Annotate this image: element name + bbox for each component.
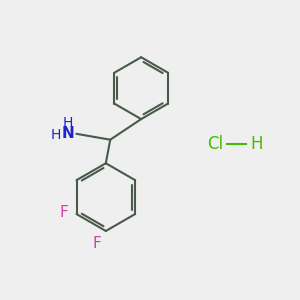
Text: F: F — [60, 205, 68, 220]
Text: H: H — [62, 116, 73, 130]
Text: F: F — [93, 236, 101, 251]
Text: N: N — [61, 126, 74, 141]
Text: H: H — [251, 135, 263, 153]
Text: H: H — [51, 128, 61, 142]
Text: Cl: Cl — [208, 135, 224, 153]
